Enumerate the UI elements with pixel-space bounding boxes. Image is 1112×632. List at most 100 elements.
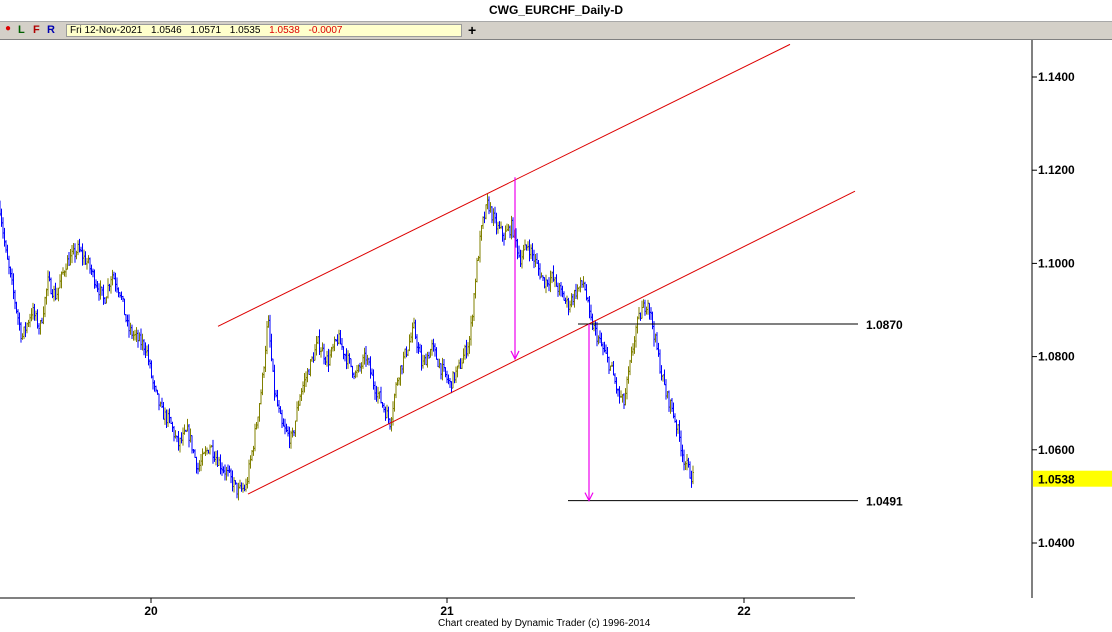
ohlc-bar bbox=[81, 243, 84, 266]
ohlc-bar bbox=[276, 389, 279, 407]
ohlc-bar bbox=[200, 453, 202, 472]
ohlc-bar bbox=[267, 315, 270, 328]
ohlc-bar bbox=[158, 393, 160, 411]
ohlc-bar bbox=[155, 385, 157, 393]
ohlc-bar bbox=[270, 333, 273, 362]
ohlc-bar bbox=[399, 365, 402, 386]
ohlc-bar bbox=[222, 466, 225, 474]
ohlc-bar bbox=[281, 409, 283, 429]
chart-credit: Chart created by Dynamic Trader (c) 1996… bbox=[438, 618, 651, 629]
ohlc-bar bbox=[576, 284, 579, 300]
ohlc-bar bbox=[491, 206, 493, 224]
ohlc-bar bbox=[5, 240, 7, 253]
ohlc-bar bbox=[683, 449, 685, 471]
toolbar-l-button[interactable]: L bbox=[18, 24, 25, 36]
ohlc-bar bbox=[536, 253, 538, 264]
ohlc-bar bbox=[239, 479, 241, 489]
ohlc-bar bbox=[80, 246, 82, 253]
ohlc-bar bbox=[692, 465, 694, 485]
price-level-label: 1.0870 bbox=[866, 318, 903, 332]
ohlc-bar bbox=[165, 409, 168, 428]
ohlc-bar bbox=[482, 216, 484, 230]
ohlc-bar bbox=[459, 358, 462, 370]
ohlc-bar bbox=[341, 337, 343, 350]
ohlc-bar bbox=[510, 215, 513, 240]
ohlc-bar bbox=[218, 456, 220, 466]
ohlc-bar bbox=[275, 389, 277, 398]
price-chart[interactable]: 1.0870 1.0491 1.1400 1.1200 1.1000 1.0800 1.0… bbox=[0, 40, 1112, 618]
ohlc-bar bbox=[231, 470, 234, 492]
y-tick-label: 1.1200 bbox=[1038, 163, 1075, 177]
ohlc-bar bbox=[93, 269, 96, 289]
ohlc-bar bbox=[599, 330, 601, 344]
ohlc-bar bbox=[9, 266, 12, 278]
ohlc-bar bbox=[530, 244, 532, 260]
ohlc-bar bbox=[453, 372, 456, 384]
ohlc-bar bbox=[677, 424, 679, 434]
ohlc-bar bbox=[35, 310, 37, 321]
ohlc-bar bbox=[69, 249, 72, 266]
ohlc-bar bbox=[342, 346, 345, 360]
ohlc-bar bbox=[110, 276, 112, 294]
ohlc-bar bbox=[429, 348, 432, 358]
ohlc-bar bbox=[113, 271, 115, 280]
ohlc-bar bbox=[356, 364, 358, 378]
ohlc-bar bbox=[519, 249, 522, 267]
ohlc-bar bbox=[315, 335, 318, 356]
toolbar-r-button[interactable]: R bbox=[47, 24, 55, 36]
ohlc-bar bbox=[492, 208, 495, 227]
ohlc-bar bbox=[234, 480, 237, 485]
ohlc-bar bbox=[579, 277, 582, 293]
ohlc-bar bbox=[141, 333, 144, 351]
ohlc-bar bbox=[2, 217, 4, 239]
ohlc-bar bbox=[437, 358, 439, 368]
ohlc-bar bbox=[269, 314, 271, 348]
quote-open: 1.0546 bbox=[151, 25, 182, 36]
ohlc-bar bbox=[186, 418, 189, 432]
ohlc-bar bbox=[590, 304, 592, 321]
ohlc-bar bbox=[245, 478, 247, 492]
current-price-label: 1.0538 bbox=[1038, 473, 1075, 487]
ohlc-bar bbox=[338, 329, 340, 345]
add-plus-button[interactable]: + bbox=[468, 22, 477, 38]
ohlc-bar bbox=[566, 295, 568, 308]
ohlc-bar bbox=[545, 274, 547, 294]
ohlc-bar bbox=[387, 406, 390, 424]
ohlc-bar bbox=[225, 466, 228, 481]
ohlc-bar bbox=[588, 296, 591, 319]
ohlc-bar bbox=[101, 286, 103, 296]
ohlc-bar bbox=[237, 482, 240, 501]
ohlc-bar bbox=[183, 424, 186, 435]
ohlc-bar bbox=[497, 221, 499, 234]
toolbar-f-button[interactable]: F bbox=[33, 24, 40, 36]
ohlc-bar bbox=[309, 359, 312, 377]
ohlc-bar bbox=[278, 399, 280, 413]
ohlc-bar bbox=[257, 416, 259, 429]
ohlc-bar bbox=[74, 243, 76, 263]
ohlc-bar bbox=[563, 291, 565, 301]
ohlc-bar bbox=[479, 230, 481, 263]
y-tick-label: 1.0600 bbox=[1038, 443, 1075, 457]
ohlc-bar bbox=[242, 482, 244, 493]
ohlc-bar bbox=[215, 450, 217, 466]
ohlc-bar bbox=[282, 418, 285, 427]
ohlc-bar bbox=[680, 430, 682, 457]
ohlc-bar bbox=[516, 238, 519, 260]
record-dot-icon[interactable]: ● bbox=[5, 23, 12, 34]
ohlc-bar bbox=[570, 293, 573, 308]
ohlc-bar bbox=[360, 362, 363, 374]
ohlc-bar bbox=[140, 328, 142, 350]
ohlc-bar bbox=[18, 312, 21, 331]
ohlc-bar bbox=[354, 370, 357, 379]
ohlc-bar bbox=[573, 289, 576, 308]
ohlc-bar bbox=[690, 470, 693, 488]
ohlc-bar bbox=[444, 367, 447, 378]
ohlc-bar bbox=[65, 263, 67, 278]
ohlc-bar bbox=[612, 361, 615, 376]
projection-arrow-head bbox=[510, 350, 520, 361]
ohlc-bar bbox=[134, 329, 136, 341]
ohlc-bar bbox=[327, 348, 330, 373]
ohlc-bar bbox=[56, 287, 58, 300]
ohlc-bar bbox=[224, 464, 226, 481]
ohlc-bar bbox=[659, 349, 661, 374]
